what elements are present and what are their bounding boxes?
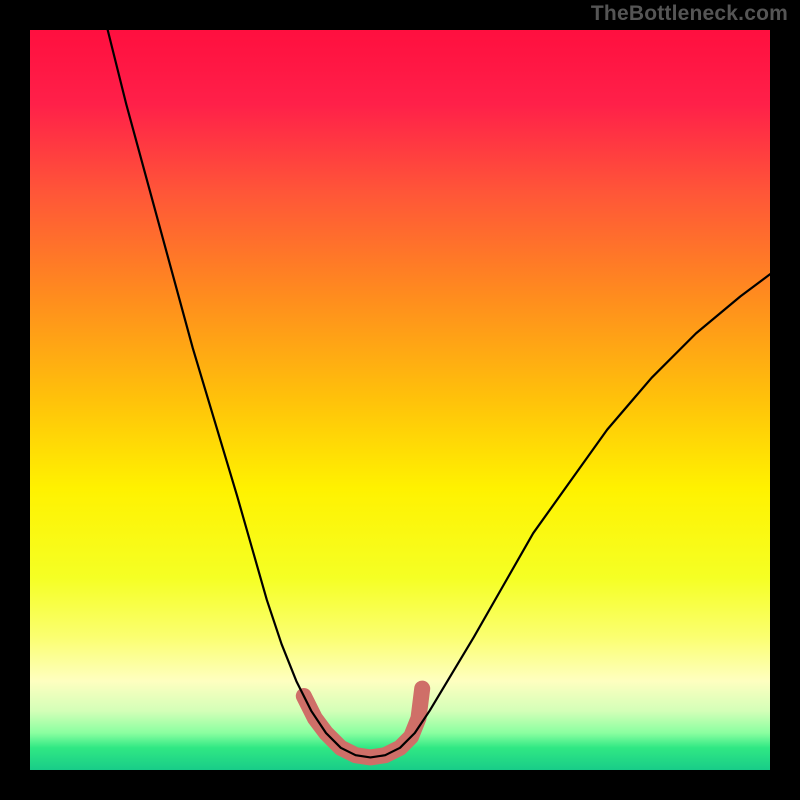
chart-container: TheBottleneck.com — [0, 0, 800, 800]
plot-background — [30, 30, 770, 770]
watermark-text: TheBottleneck.com — [591, 2, 788, 26]
bottleneck-curve-chart — [0, 0, 800, 800]
